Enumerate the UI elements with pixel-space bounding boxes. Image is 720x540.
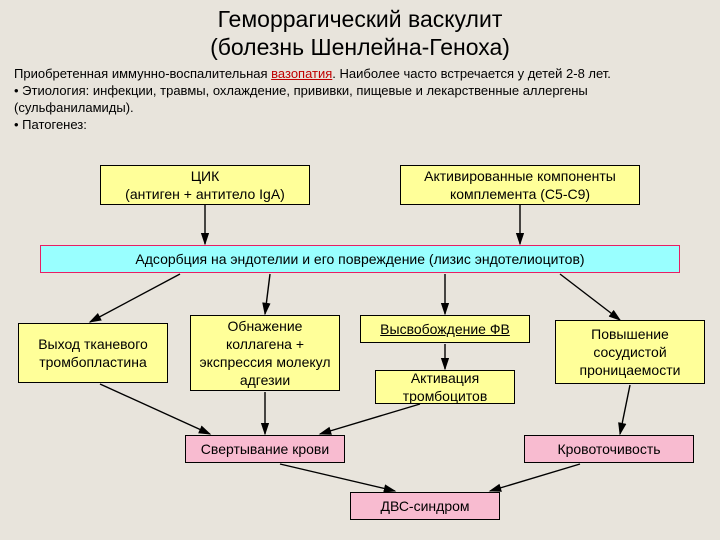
node-thromboplastin: Выход тканевого тромбопластина [18,323,168,383]
node-permeability: Повышение сосудистой проницаемости [555,320,705,384]
node-platelets: Активация тромбоцитов [375,370,515,404]
intro-bullet2: • Патогенез: [14,117,87,132]
node-fv: Высвобождение ФВ [360,315,530,343]
intro-text: Приобретенная иммунно-воспалительная ваз… [14,66,706,134]
intro-bullet1: • Этиология: инфекции, травмы, охлаждени… [14,83,588,115]
node-bleeding: Кровоточивость [524,435,694,463]
node-coagulation: Свертывание крови [185,435,345,463]
intro-line1a: Приобретенная иммунно-воспалительная [14,66,271,81]
node-collagen: Обнажение коллагена + экспрессия молекул… [190,315,340,391]
title: Геморрагический васкулит(болезнь Шенлейн… [0,6,720,61]
vasopathy-term: вазопатия [271,66,332,81]
intro-line1c: . Наиболее часто встречается у детей 2-8… [332,66,611,81]
node-dic: ДВС-синдром [350,492,500,520]
node-cik: ЦИК(антиген + антитело IgA) [100,165,310,205]
node-adsorption: Адсорбция на эндотелии и его повреждение… [40,245,680,273]
node-complement: Активированные компоненты комплемента (С… [400,165,640,205]
